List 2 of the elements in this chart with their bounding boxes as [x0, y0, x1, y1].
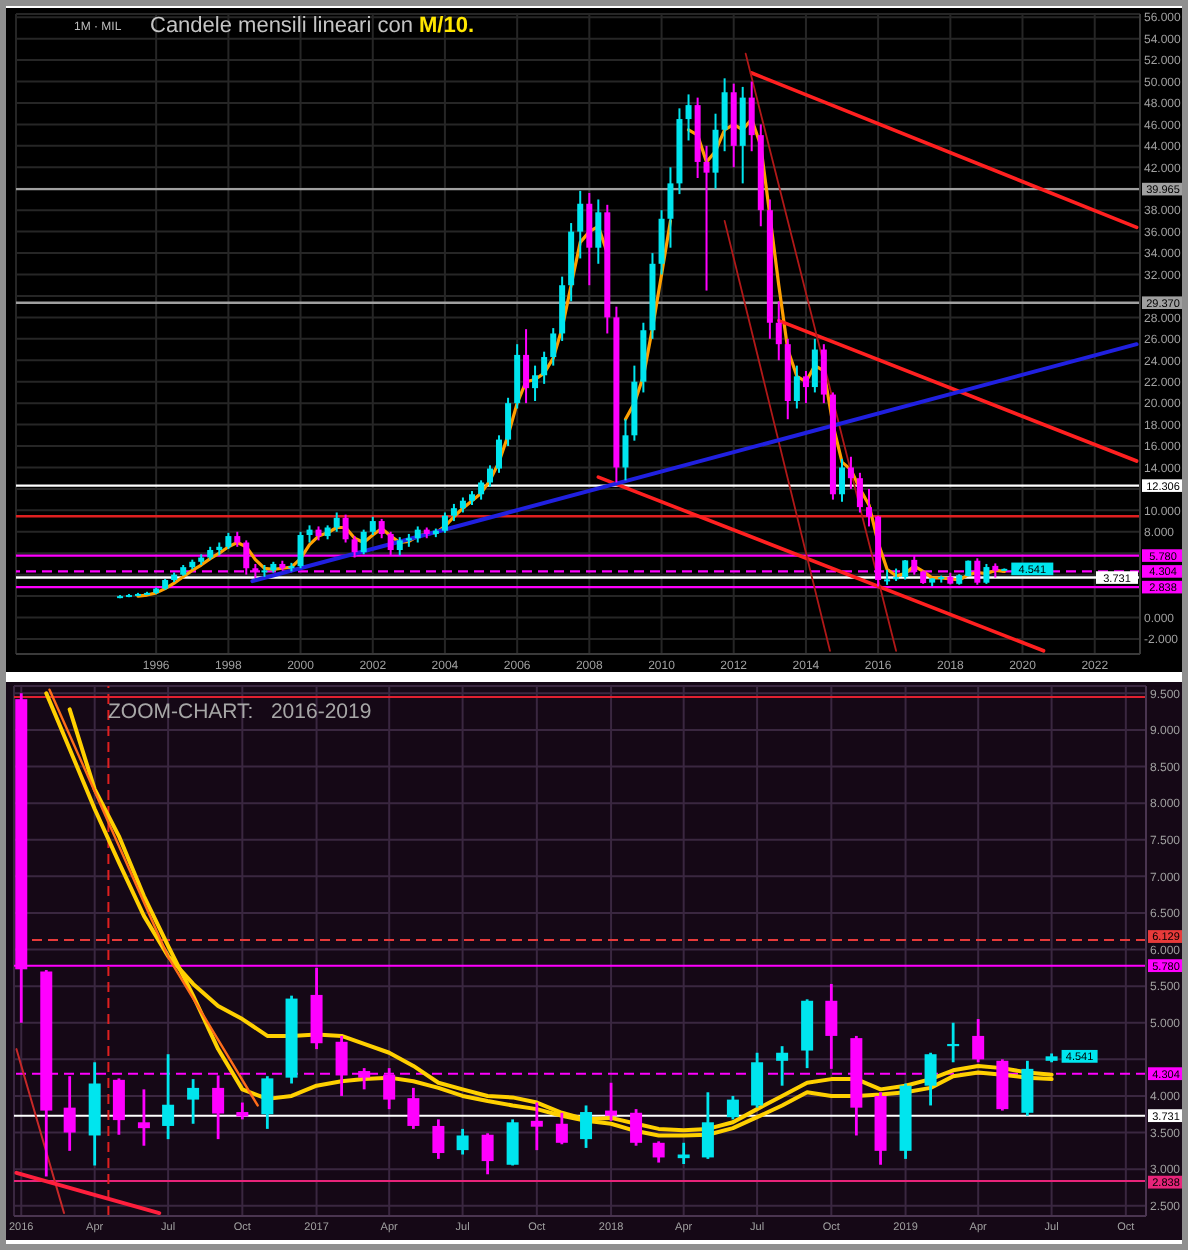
chart-title: Candele mensili lineari con M/10.	[150, 14, 475, 40]
text: ZOOM-CHART: 2016-2019	[108, 700, 372, 725]
